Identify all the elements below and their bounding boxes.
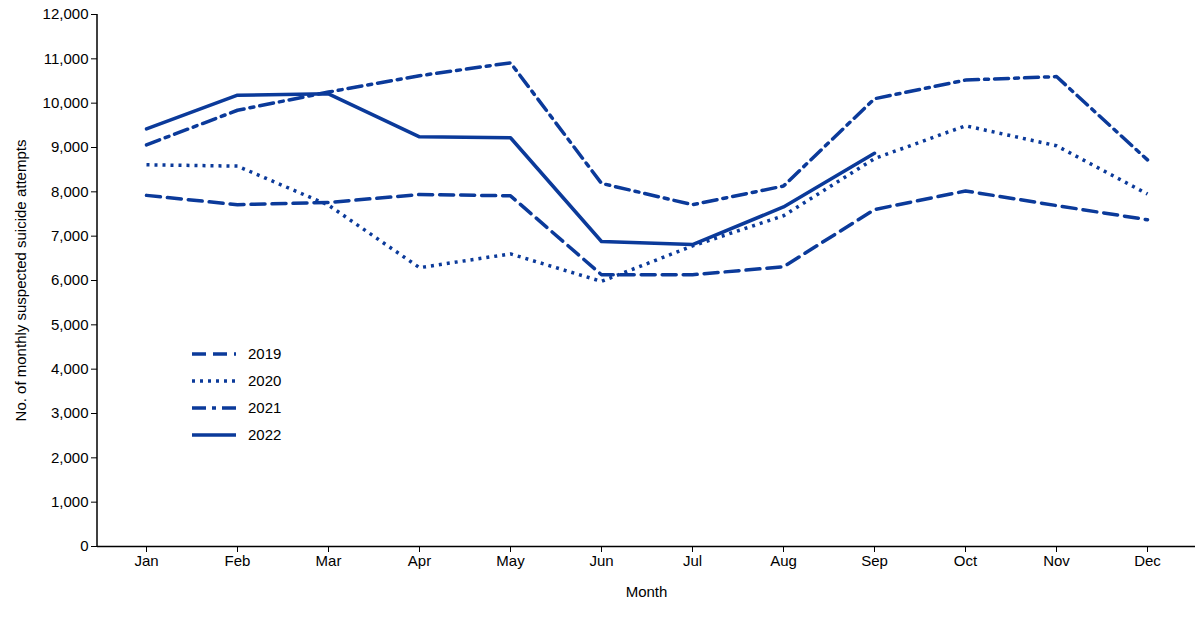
svg-text:11,000: 11,000 <box>44 50 89 67</box>
svg-text:6,000: 6,000 <box>51 271 89 288</box>
svg-text:Mar: Mar <box>316 552 342 569</box>
svg-text:9,000: 9,000 <box>51 138 89 155</box>
svg-text:May: May <box>496 552 525 569</box>
svg-text:Nov: Nov <box>1043 552 1070 569</box>
html-text:2020: 2020 <box>248 372 282 389</box>
svg-text:Jan: Jan <box>134 552 158 569</box>
svg-text:0: 0 <box>80 537 88 554</box>
svg-text:3,000: 3,000 <box>51 404 89 421</box>
svg-text:Apr: Apr <box>408 552 431 569</box>
svg-text:4,000: 4,000 <box>51 360 89 377</box>
html-text:2021: 2021 <box>248 399 282 416</box>
svg-text:Jun: Jun <box>589 552 613 569</box>
svg-text:Month: Month <box>626 583 668 600</box>
svg-text:12,000: 12,000 <box>43 5 89 22</box>
svg-text:10,000: 10,000 <box>43 94 89 111</box>
svg-text:Aug: Aug <box>770 552 797 569</box>
svg-text:Sep: Sep <box>861 552 888 569</box>
html-text:2022: 2022 <box>248 426 282 443</box>
svg-text:Jul: Jul <box>683 552 702 569</box>
svg-text:Oct: Oct <box>954 552 978 569</box>
svg-text:1,000: 1,000 <box>51 493 89 510</box>
svg-text:No. of monthly suspected suici: No. of monthly suspected suicide attempt… <box>12 140 29 422</box>
svg-text:8,000: 8,000 <box>51 183 89 200</box>
html-text:2019: 2019 <box>248 345 282 362</box>
svg-text:Dec: Dec <box>1134 552 1161 569</box>
svg-text:5,000: 5,000 <box>51 316 89 333</box>
svg-text:7,000: 7,000 <box>51 227 89 244</box>
svg-text:2,000: 2,000 <box>51 449 89 466</box>
svg-text:Feb: Feb <box>225 552 251 569</box>
